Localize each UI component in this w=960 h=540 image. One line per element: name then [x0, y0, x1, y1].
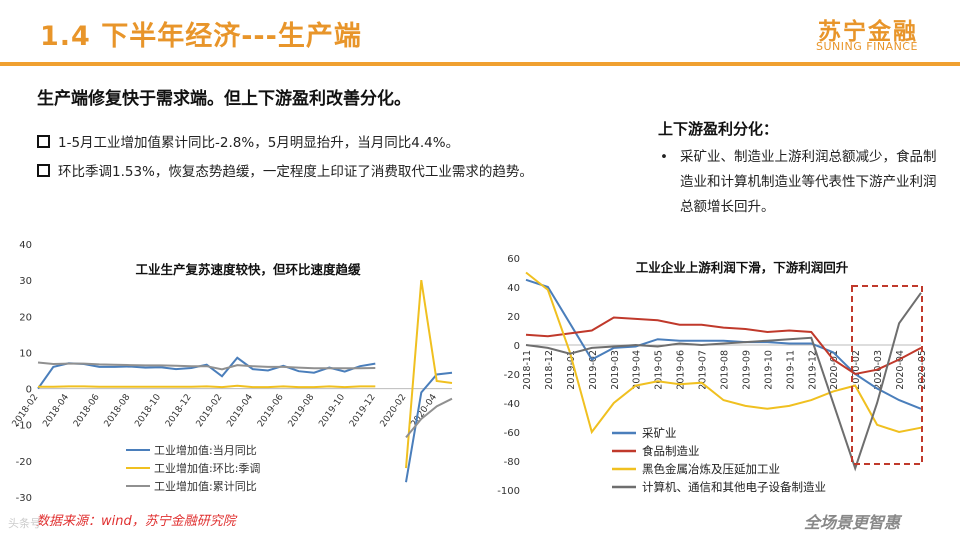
x-tick-label: 2018-11 [522, 350, 533, 390]
x-tick-label: 2019-08 [720, 350, 731, 390]
y-tick-label: 0 [514, 341, 520, 352]
series-line-3 [37, 361, 453, 439]
right-box-body: • 采矿业、制造业上游利润总额减少，食品制造业和计算机制造业等代表性下游产业利润… [660, 145, 945, 220]
series-line-3 [525, 271, 922, 435]
y-tick-label: 20 [19, 312, 32, 323]
header-divider [0, 62, 960, 66]
x-tick-label: 2019-10 [763, 350, 774, 390]
x-tick-label: 2018-10 [133, 392, 163, 429]
series-line-2 [525, 316, 922, 376]
x-tick-label: 2018-08 [103, 392, 133, 429]
y-tick-label: -80 [504, 457, 520, 468]
x-tick-label: 2019-02 [195, 393, 225, 430]
chart-title: 工业生产复苏速度较快，但环比速度趋缓 [135, 262, 361, 277]
y-tick-label: 40 [19, 240, 32, 251]
legend-label: 工业增加值:环比:季调 [154, 461, 260, 475]
x-tick-label: 2020-02 [379, 393, 409, 430]
y-tick-label: -100 [497, 486, 520, 497]
y-tick-label: 10 [19, 348, 32, 359]
bullet-item: 1-5月工业增加值累计同比-2.8%，5月明显抬升，当月同比4.4%。 [37, 131, 459, 151]
x-tick-label: 2019-07 [698, 350, 709, 390]
y-tick-label: -30 [16, 493, 32, 504]
x-tick-label: 2020-04 [409, 392, 439, 429]
x-tick-label: 2018-06 [72, 392, 102, 429]
checkbox-square-icon [37, 164, 50, 177]
chart-title: 工业企业上游利润下滑，下游利润回升 [636, 260, 849, 275]
industrial-profit-chart: 工业企业上游利润下滑，下游利润回升 -100 -80 -60 -40 -20 0 20 40 6… [497, 254, 928, 497]
x-tick-label: 2019-01 [566, 350, 577, 390]
x-tick-label: 2019-06 [256, 392, 286, 429]
y-tick-label: 30 [19, 276, 32, 287]
bullet-item: 环比季调1.53%，恢复态势趋缓，一定程度上印证了消费取代工业需求的趋势。 [37, 160, 533, 180]
legend-label: 食品制造业 [642, 444, 700, 458]
x-tick-label: 2018-04 [41, 392, 71, 429]
x-tick-label: 2019-04 [632, 350, 643, 390]
series-line-1 [37, 356, 453, 483]
right-box-title: 上下游盈利分化： [658, 120, 779, 138]
lead-statement: 生产端修复快于需求端。但上下游盈利改善分化。 [37, 89, 411, 109]
brand-logo-english: SUNING FINANCE [816, 40, 918, 53]
legend-label: 黑色金属冶炼及压延加工业 [642, 462, 780, 476]
y-tick-label: 40 [507, 283, 520, 294]
y-tick-label: -40 [504, 399, 520, 410]
legend-label: 采矿业 [642, 426, 677, 440]
x-tick-label: 2019-09 [741, 350, 752, 390]
x-tick-label: 2019-11 [785, 350, 796, 390]
industrial-output-chart: 工业生产复苏速度较快，但环比速度趋缓 -30 -20 -10 0 10 20 30 40 20… [11, 240, 453, 504]
data-source: 数据来源：wind，苏宁金融研究院 [36, 514, 236, 529]
series-line-2 [38, 279, 453, 469]
right-box-text: 采矿业、制造业上游利润总额减少，食品制造业和计算机制造业等代表性下游产业利润总额… [680, 149, 937, 215]
y-tick-label: -20 [504, 370, 520, 381]
bullet-dot-icon: • [660, 149, 668, 165]
legend-label: 计算机、通信和其他电子设备制造业 [642, 480, 826, 494]
y-tick-label: 20 [507, 312, 520, 323]
x-tick-label: 2019-03 [610, 350, 621, 390]
legend-label: 工业增加值:当月同比 [154, 443, 257, 457]
brand-logo: 苏宁金融 [818, 19, 918, 45]
x-tick-label: 2019-02 [588, 350, 599, 390]
x-tick-label: 2019-08 [287, 392, 317, 429]
bullet-text: 环比季调1.53%，恢复态势趋缓，一定程度上印证了消费取代工业需求的趋势。 [58, 164, 533, 180]
x-tick-label: 2019-05 [654, 350, 665, 390]
x-tick-label: 2020-01 [829, 350, 840, 390]
x-tick-label: 2019-12 [807, 350, 818, 390]
watermark: 头条号 [8, 517, 41, 530]
x-tick-label: 2018-12 [164, 393, 194, 430]
x-tick-label: 2019-12 [348, 393, 378, 430]
page-title: 1.4 下半年经济---生产端 [40, 21, 362, 52]
slogan: 全场景更智惠 [804, 513, 901, 532]
x-tick-label: 2018-12 [544, 350, 555, 390]
x-tick-label: 2019-06 [676, 350, 687, 390]
y-tick-label: -10 [16, 421, 32, 432]
series-line-4 [525, 292, 922, 472]
y-tick-label: -20 [16, 457, 32, 468]
legend-label: 工业增加值:累计同比 [154, 479, 257, 493]
x-tick-label: 2020-02 [851, 350, 862, 390]
x-tick-label: 2019-10 [317, 392, 347, 429]
y-tick-label: 60 [507, 254, 520, 265]
y-tick-label: -60 [504, 428, 520, 439]
bullet-text: 1-5月工业增加值累计同比-2.8%，5月明显抬升，当月同比4.4%。 [58, 135, 460, 151]
x-tick-label: 2019-04 [225, 392, 255, 429]
x-tick-label: 2020-04 [895, 350, 906, 390]
y-tick-label: 0 [26, 385, 32, 396]
highlight-dashed-box [851, 285, 923, 465]
checkbox-square-icon [37, 135, 50, 148]
